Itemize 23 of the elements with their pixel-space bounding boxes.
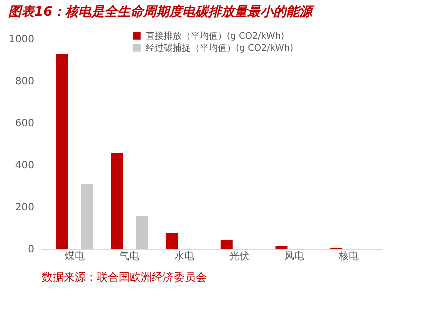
legend-label: 直接排放（平均值）(g CO2/kWh) bbox=[146, 31, 285, 42]
x-tick-label: 水电 bbox=[174, 250, 195, 262]
y-tick-label: 0 bbox=[28, 244, 34, 256]
y-tick-label: 200 bbox=[15, 202, 34, 214]
x-tick-label: 风电 bbox=[284, 250, 304, 262]
y-tick-label: 400 bbox=[15, 160, 34, 172]
bar bbox=[81, 184, 94, 249]
y-tick-label: 1000 bbox=[9, 34, 34, 46]
source-note: 数据来源：联合国欧洲经济委员会 bbox=[42, 271, 207, 284]
chart-title: 图表16：核电是全生命周期度电碳排放量最小的能源 bbox=[8, 4, 316, 20]
bar bbox=[136, 216, 148, 249]
x-tick-label: 核电 bbox=[338, 250, 360, 262]
bar bbox=[111, 153, 124, 249]
y-tick-label: 800 bbox=[15, 76, 34, 88]
bar bbox=[276, 246, 288, 249]
bar bbox=[220, 240, 233, 249]
legend-label: 经过碳捕捉（平均值）(g CO2/kWh) bbox=[146, 43, 294, 54]
bar bbox=[56, 54, 68, 249]
x-tick-label: 煤电 bbox=[64, 250, 85, 262]
y-tick-label: 600 bbox=[15, 118, 34, 130]
x-tick-label: 光伏 bbox=[229, 250, 250, 262]
bar bbox=[166, 233, 178, 249]
x-tick-label: 气电 bbox=[120, 250, 140, 262]
